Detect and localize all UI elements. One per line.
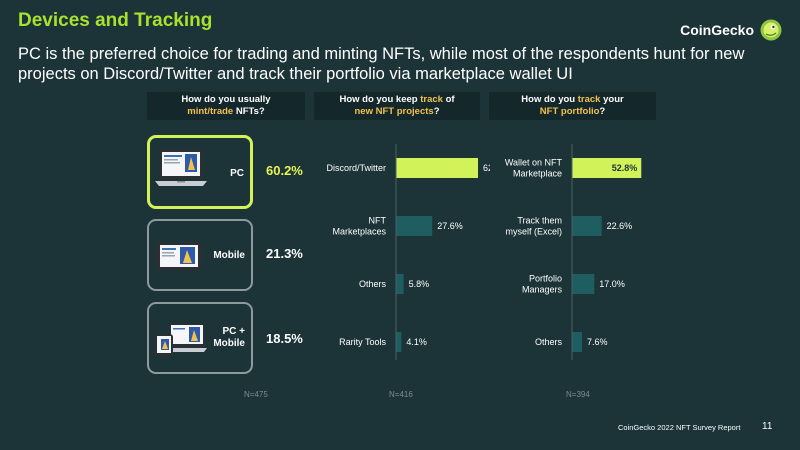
q1-text-post: NFTs? bbox=[233, 106, 265, 117]
mobile-phone-icon bbox=[156, 242, 202, 270]
q3-text-highlight-1: track bbox=[577, 94, 601, 105]
question-header-new-projects: How do you keep track of new NFT project… bbox=[314, 92, 480, 120]
sample-size-new-projects: N=416 bbox=[389, 390, 413, 399]
q2-text-post: ? bbox=[433, 106, 440, 117]
question-header-portfolio: How do you track your NFT portfolio? bbox=[489, 92, 656, 120]
projects-category-label-1: NFT Marketplaces bbox=[332, 216, 386, 237]
projects-bar-3 bbox=[396, 332, 402, 352]
portfolio-value-label-0: 52.8% bbox=[612, 163, 638, 173]
q1-text-pre: How do you usually bbox=[181, 94, 271, 105]
sample-size-portfolio: N=394 bbox=[566, 390, 590, 399]
laptop-and-phone-icon bbox=[155, 323, 207, 356]
q2-text-pre: How do you keep bbox=[339, 94, 421, 105]
q3-text-highlight-2: NFT portfolio bbox=[539, 106, 600, 117]
projects-bar-1 bbox=[396, 216, 433, 236]
q3-text-mid: your bbox=[600, 94, 624, 105]
portfolio-bar-3 bbox=[572, 332, 582, 352]
footer-source: CoinGecko 2022 NFT Survey Report bbox=[618, 423, 741, 432]
projects-value-label-2: 5.8% bbox=[409, 279, 430, 289]
portfolio-category-label-0: Wallet on NFT Marketplace bbox=[505, 158, 563, 179]
portfolio-value-label-3: 7.6% bbox=[587, 337, 608, 347]
q1-text-highlight: mint/trade bbox=[187, 106, 234, 117]
portfolio-category-label-1: Track them myself (Excel) bbox=[505, 216, 562, 237]
laptop-icon bbox=[155, 149, 207, 186]
device-card-pc: PC bbox=[147, 135, 253, 209]
projects-value-label-1: 27.6% bbox=[437, 221, 463, 231]
device-percent-mobile: 21.3% bbox=[266, 246, 303, 261]
portfolio-bar-1 bbox=[572, 216, 602, 236]
device-card-pc-mobile: PC + Mobile bbox=[147, 302, 253, 374]
portfolio-value-label-2: 17.0% bbox=[599, 279, 625, 289]
gecko-logo-icon bbox=[760, 19, 782, 41]
projects-category-label-0: Discord/Twitter bbox=[326, 163, 386, 173]
device-label-pc-mobile: PC + Mobile bbox=[213, 326, 245, 349]
device-percent-pc-mobile: 18.5% bbox=[266, 331, 303, 346]
projects-category-label-3: Rarity Tools bbox=[339, 337, 386, 347]
page-number: 11 bbox=[762, 421, 773, 432]
portfolio-category-label-3: Others bbox=[535, 337, 563, 347]
q2-text-mid: of bbox=[442, 94, 455, 105]
bar-chart-portfolio: Wallet on NFT Marketplace 52.8% Track them m… bbox=[505, 144, 642, 360]
projects-bar-2 bbox=[396, 274, 404, 294]
device-card-mobile: Mobile bbox=[147, 219, 253, 291]
question-header-devices: How do you usually mint/trade NFTs? bbox=[147, 92, 305, 120]
projects-bar-0 bbox=[396, 158, 478, 178]
brand-name: CoinGecko bbox=[680, 22, 754, 38]
q2-text-highlight-2: new NFT projects bbox=[354, 106, 434, 117]
portfolio-bar-2 bbox=[572, 274, 595, 294]
device-label-pc: PC bbox=[230, 168, 244, 179]
portfolio-value-label-1: 22.6% bbox=[607, 221, 633, 231]
projects-value-label-0: 62.5% bbox=[483, 163, 490, 173]
projects-category-label-2: Others bbox=[359, 279, 387, 289]
brand-logo: CoinGecko bbox=[680, 19, 782, 41]
section-title: Devices and Tracking bbox=[18, 10, 213, 31]
q2-text-highlight-1: track bbox=[420, 94, 443, 105]
q3-text-pre: How do you bbox=[521, 94, 578, 105]
q3-text-post: ? bbox=[599, 106, 606, 117]
projects-value-label-3: 4.1% bbox=[406, 337, 427, 347]
device-label-mobile: Mobile bbox=[213, 250, 245, 261]
device-percent-pc: 60.2% bbox=[266, 163, 303, 178]
portfolio-category-label-2: Portfolio Managers bbox=[522, 274, 563, 295]
sample-size-devices: N=475 bbox=[244, 390, 268, 399]
headline: PC is the preferred choice for trading a… bbox=[18, 45, 745, 83]
portfolio-bar-0 bbox=[572, 158, 642, 178]
